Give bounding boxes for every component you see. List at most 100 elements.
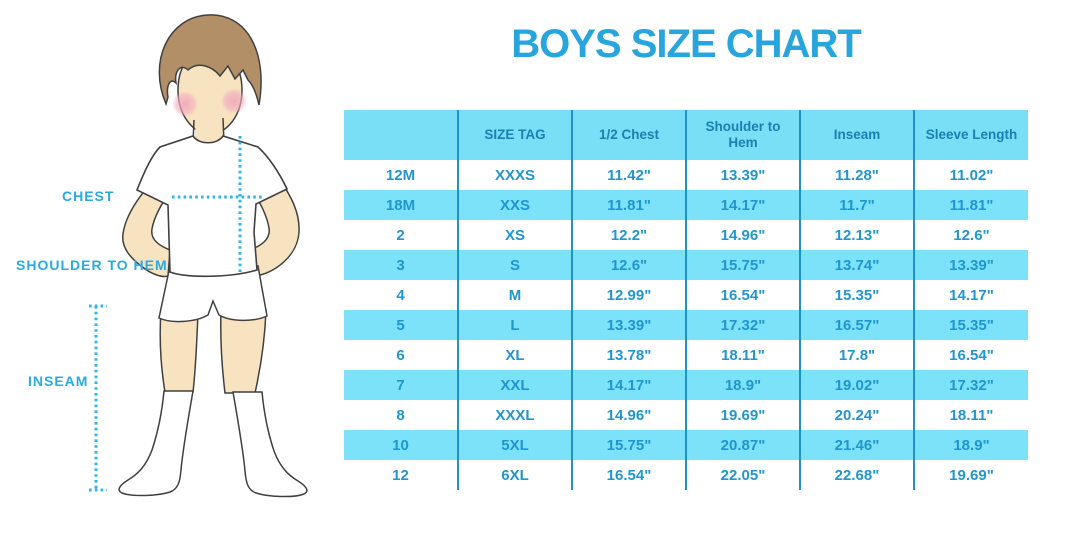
table-cell: 4 [344,280,459,310]
table-cell: 15.35" [800,280,915,310]
table-cell: 8 [344,400,459,430]
table-cell: 13.39" [686,160,801,190]
table-row: 8 XXXL 14.96" 19.69" 20.24" 18.11" [344,400,1028,430]
table-row: 2 XS 12.2" 14.96" 12.13" 12.6" [344,220,1028,250]
table-cell: 3 [344,250,459,280]
table-cell: XXXS [458,160,573,190]
table-cell: 12 [344,460,459,490]
table-cell: 18M [344,190,459,220]
header-cell-inseam: Inseam [800,110,915,160]
chest-label: CHEST [62,188,115,204]
table-row: 6 XL 13.78" 18.11" 17.8" 16.54" [344,340,1028,370]
table-cell: L [458,310,573,340]
table-cell: 11.02" [914,160,1028,190]
page-title: BOYS SIZE CHART [511,22,861,66]
table-cell: 17.8" [800,340,915,370]
table-cell: XL [458,340,573,370]
table-cell: 16.57" [800,310,915,340]
header-cell-blank [344,110,459,160]
table-cell: 15.35" [914,310,1028,340]
table-cell: 17.32" [914,370,1028,400]
table-row: 4 M 12.99" 16.54" 15.35" 14.17" [344,280,1028,310]
table-row: 7 XXL 14.17" 18.9" 19.02" 17.32" [344,370,1028,400]
table-row: 3 S 12.6" 15.75" 13.74" 13.39" [344,250,1028,280]
table-cell: M [458,280,573,310]
table-cell: 18.11" [914,400,1028,430]
header-cell-shoulder-to-hem: Shoulder to Hem [686,110,801,160]
table-cell: 14.96" [572,400,687,430]
boy-socks [118,390,308,498]
table-cell: 11.81" [914,190,1028,220]
boy-arms [122,176,300,278]
table-cell: XS [458,220,573,250]
table-row: 12 6XL 16.54" 22.05" 22.68" 19.69" [344,460,1028,490]
table-row: 10 5XL 15.75" 20.87" 21.46" 18.9" [344,430,1028,460]
table-cell: XXS [458,190,573,220]
table-cell: 14.96" [686,220,801,250]
boy-legs [159,309,267,394]
size-table: SIZE TAG 1/2 Chest Shoulder to Hem Insea… [344,110,1028,490]
table-cell: 19.69" [686,400,801,430]
table-cell: 18.9" [914,430,1028,460]
size-table-body: 12M XXXS 11.42" 13.39" 11.28" 11.02" 18M XXS 11.… [344,160,1028,490]
table-cell: XXL [458,370,573,400]
measurement-lines [89,136,262,492]
header-cell-half-chest: 1/2 Chest [572,110,687,160]
table-cell: 19.69" [914,460,1028,490]
inseam-label: INSEAM [28,373,89,389]
header-cell-sleeve-length: Sleeve Length [914,110,1028,160]
table-row: 5 L 13.39" 17.32" 16.57" 15.35" [344,310,1028,340]
table-cell: 11.81" [572,190,687,220]
table-cell: 13.74" [800,250,915,280]
table-cell: 11.28" [800,160,915,190]
table-cell: S [458,250,573,280]
table-cell: 14.17" [572,370,687,400]
table-cell: 14.17" [914,280,1028,310]
boy-head [158,14,262,144]
table-cell: 12.2" [572,220,687,250]
table-cell: 12.13" [800,220,915,250]
size-table-header: SIZE TAG 1/2 Chest Shoulder to Hem Insea… [344,110,1028,160]
table-cell: 13.39" [572,310,687,340]
table-cell: 13.39" [914,250,1028,280]
table-cell: 10 [344,430,459,460]
table-cell: 12M [344,160,459,190]
table-cell: 19.02" [800,370,915,400]
table-cell: 22.05" [686,460,801,490]
table-cell: 17.32" [686,310,801,340]
table-row: 12M XXXS 11.42" 13.39" 11.28" 11.02" [344,160,1028,190]
table-cell: 21.46" [800,430,915,460]
table-cell: 16.54" [686,280,801,310]
table-cell: 13.78" [572,340,687,370]
table-cell: 11.42" [572,160,687,190]
table-cell: 11.7" [800,190,915,220]
table-cell: XXXL [458,400,573,430]
table-cell: 12.6" [572,250,687,280]
table-cell: 16.54" [572,460,687,490]
table-cell: 5XL [458,430,573,460]
table-row: 18M XXS 11.81" 14.17" 11.7" 11.81" [344,190,1028,220]
boy-illustration [89,14,308,498]
table-cell: 18.9" [686,370,801,400]
table-cell: 18.11" [686,340,801,370]
blush-right [221,88,247,114]
table-cell: 20.24" [800,400,915,430]
table-cell: 15.75" [686,250,801,280]
header-row: SIZE TAG 1/2 Chest Shoulder to Hem Insea… [344,110,1028,160]
table-cell: 7 [344,370,459,400]
table-cell: 16.54" [914,340,1028,370]
table-cell: 12.6" [914,220,1028,250]
table-cell: 6 [344,340,459,370]
table-cell: 5 [344,310,459,340]
table-cell: 20.87" [686,430,801,460]
table-cell: 12.99" [572,280,687,310]
blush-left [172,91,198,117]
shoulder-to-hem-label: SHOULDER TO HEM [16,257,168,273]
header-cell-size-tag: SIZE TAG [458,110,573,160]
table-cell: 14.17" [686,190,801,220]
table-cell: 22.68" [800,460,915,490]
boy-hair [158,14,262,107]
table-cell: 15.75" [572,430,687,460]
table-cell: 6XL [458,460,573,490]
